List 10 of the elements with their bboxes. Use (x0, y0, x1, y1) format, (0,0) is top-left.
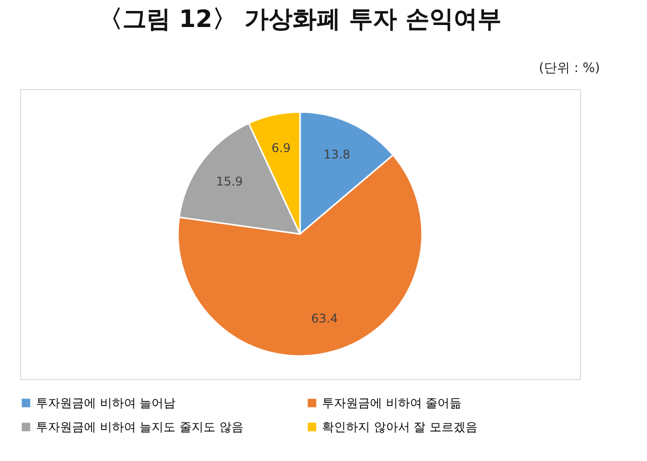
legend-label: 투자원금에 비하여 줄어듦 (322, 396, 462, 410)
data-label: 6.9 (272, 141, 291, 156)
legend-label: 투자원금에 비하여 늘어남 (36, 396, 176, 410)
text: (단위 : %) (538, 61, 600, 76)
chart-title: 〈그림 12〉 가상화폐 투자 손익여부 (98, 5, 502, 33)
legend-label: 투자원금에 비하여 늘지도 줄지도 않음 (36, 420, 244, 434)
legend-label: 확인하지 않아서 잘 모르겠음 (322, 420, 478, 434)
data-label: 63.4 (311, 311, 338, 326)
data-label: 13.8 (324, 147, 350, 162)
data-label: 15.9 (216, 174, 243, 189)
